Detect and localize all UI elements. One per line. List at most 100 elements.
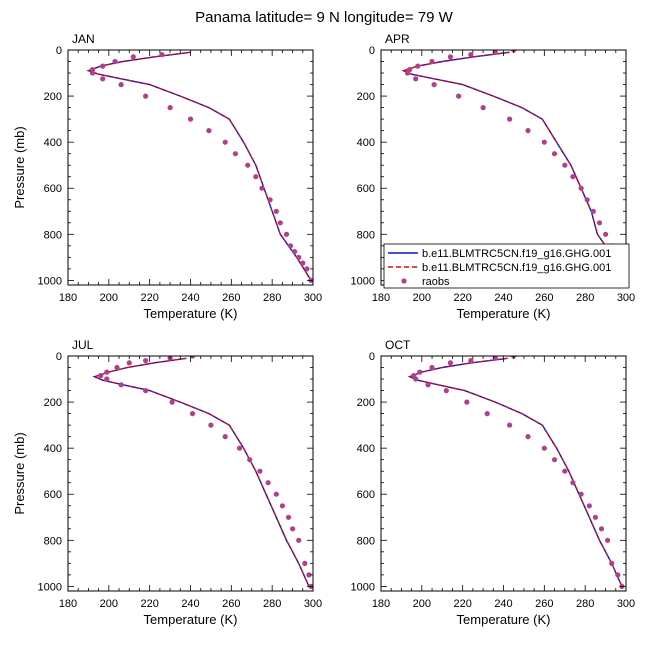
x-tick-label: 240 — [494, 292, 512, 304]
y-axis-label: Pressure (mb) — [12, 126, 27, 208]
y-tick-label: 200 — [357, 397, 375, 409]
panel-label: OCT — [385, 338, 411, 352]
y-tick-label: 1000 — [38, 275, 62, 287]
legend-entry: raobs — [422, 276, 450, 288]
raobs-point — [525, 128, 531, 134]
raobs-point — [259, 185, 265, 191]
x-tick-label: 300 — [617, 292, 635, 304]
x-tick-label: 220 — [453, 598, 471, 610]
x-axis-label: Temperature (K) — [144, 306, 238, 321]
raobs-point — [267, 197, 273, 203]
legend: b.e11.BLMTRC5CN.f19_g16.GHG.001 b.e11.BLM… — [383, 243, 630, 289]
raobs-point — [143, 388, 149, 394]
raobs-point — [279, 503, 285, 509]
y-tick-label: 600 — [357, 183, 375, 195]
raobs-point — [130, 54, 136, 60]
raobs-point — [578, 185, 584, 191]
plot-frame — [67, 49, 314, 286]
y-tick-label: 800 — [44, 535, 62, 547]
y-tick-label: 600 — [44, 183, 62, 195]
raobs-point — [236, 445, 243, 451]
y-tick-label: 1000 — [38, 581, 62, 593]
y-tick-label: 800 — [44, 229, 62, 241]
y-axis-label: Pressure (mb) — [12, 432, 27, 514]
raobs-point — [159, 52, 165, 58]
y-tick-label: 0 — [369, 45, 375, 57]
raobs-point — [468, 358, 474, 364]
raobs-point — [551, 457, 558, 463]
raobs-point — [570, 480, 576, 486]
raobs-point — [118, 382, 124, 388]
y-tick-label: 200 — [44, 91, 62, 103]
raobs-point — [206, 128, 212, 134]
raobs-point — [112, 58, 118, 65]
y-tick-label: 200 — [44, 397, 62, 409]
x-tick-label: 260 — [222, 292, 240, 304]
raobs-point — [253, 174, 259, 180]
y-tick-label: 800 — [357, 535, 375, 547]
y-tick-label: 0 — [56, 351, 62, 363]
y-tick-label: 600 — [44, 489, 62, 501]
panel-label: JAN — [72, 32, 95, 46]
raobs-point — [609, 560, 615, 567]
x-axis-label: Temperature (K) — [457, 612, 551, 627]
x-tick-label: 200 — [100, 598, 118, 610]
x-tick-label: 260 — [535, 292, 553, 304]
raobs-point — [306, 572, 312, 578]
raobs-point — [429, 58, 435, 65]
x-tick-label: 280 — [576, 292, 594, 304]
raobs-point — [232, 151, 238, 157]
raobs-point — [273, 491, 279, 497]
raobs-point — [126, 360, 132, 366]
raobs-point — [603, 231, 609, 237]
raobs-point — [300, 260, 306, 266]
raobs-point — [507, 116, 513, 122]
raobs-point — [464, 399, 470, 405]
raobs-point — [596, 220, 603, 226]
raobs-point — [208, 422, 214, 428]
x-tick-label: 300 — [304, 598, 322, 610]
raobs-point — [100, 76, 106, 82]
x-tick-label: 200 — [413, 292, 431, 304]
raobs-point — [447, 360, 453, 366]
series-group — [86, 51, 313, 283]
panel-label: APR — [385, 32, 410, 46]
raobs-point — [104, 369, 110, 375]
model-line-dashed — [86, 51, 312, 281]
raobs-point — [89, 70, 96, 76]
y-tick-label: 400 — [357, 137, 375, 149]
raobs-point — [592, 514, 599, 520]
raobs-point — [143, 358, 149, 364]
raobs-point — [287, 243, 294, 249]
raobs-point — [189, 411, 196, 417]
raobs-point — [541, 139, 547, 145]
series-group — [92, 356, 313, 589]
raobs-point — [586, 503, 592, 509]
raobs-point — [456, 93, 462, 99]
raobs-point — [413, 376, 419, 382]
y-tick-label: 400 — [357, 443, 375, 455]
raobs-point — [296, 254, 302, 260]
panel-apr: APR 180 200 220 240 260 280 300 0 200 400 600 800 100… — [351, 32, 636, 321]
y-tick-label: 1000 — [351, 581, 375, 593]
y-tick-label: 0 — [56, 45, 62, 57]
panel-jan: JAN 180 200 220 240 260 280 300 0 200 400 600 800 100… — [12, 32, 322, 321]
raobs-point — [104, 376, 110, 382]
x-tick-label: 240 — [181, 292, 199, 304]
raobs-point — [541, 445, 547, 451]
plot-frame — [67, 355, 314, 592]
raobs-point — [570, 174, 576, 180]
raobs-point — [598, 526, 605, 532]
x-tick-label: 180 — [59, 292, 77, 304]
raobs-point — [562, 162, 568, 168]
raobs-point — [492, 50, 498, 55]
model-line-solid — [92, 357, 310, 587]
raobs-point — [167, 105, 173, 111]
raobs-point — [417, 369, 423, 375]
x-tick-label: 220 — [453, 292, 471, 304]
raobs-point — [429, 364, 435, 371]
raobs-point — [447, 54, 453, 60]
x-tick-label: 260 — [222, 598, 240, 610]
panel-jul: JUL 180 200 220 240 260 280 300 0 200 400 600 800 100… — [12, 338, 322, 627]
series-group — [407, 356, 625, 590]
